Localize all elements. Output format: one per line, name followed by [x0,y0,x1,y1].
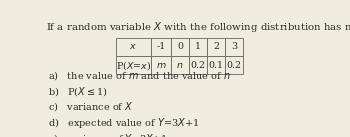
Text: If a random variable $X$ with the following distribution has mean value of 0.6, : If a random variable $X$ with the follow… [47,20,350,34]
Bar [189,56,206,74]
Bar [206,38,225,56]
Text: $x$: $x$ [129,42,137,51]
Bar [116,38,151,56]
Bar [225,38,243,56]
Bar [171,56,189,74]
Bar [151,56,171,74]
Text: b)   P($X$$\leq$1): b) P($X$$\leq$1) [48,85,107,98]
Text: $m$: $m$ [156,61,166,70]
Text: -1: -1 [156,42,166,51]
Text: 0.2: 0.2 [227,61,242,70]
Text: 2: 2 [213,42,219,51]
Text: $n$: $n$ [176,61,184,70]
Text: e)   variance of $Y$=3$X$+1: e) variance of $Y$=3$X$+1 [48,132,167,137]
Bar [151,38,171,56]
Bar [225,56,243,74]
Text: 1: 1 [195,42,201,51]
Text: 0.2: 0.2 [190,61,205,70]
Text: c)   variance of $X$: c) variance of $X$ [48,100,133,113]
Bar [171,38,189,56]
Text: 3: 3 [231,42,237,51]
Bar [206,56,225,74]
Bar [189,38,206,56]
Bar [116,56,151,74]
Text: 0.1: 0.1 [209,61,224,70]
Text: 0: 0 [177,42,183,51]
Text: P($X$=$x$): P($X$=$x$) [116,59,151,72]
Text: d)   expected value of $Y$=3$X$+1: d) expected value of $Y$=3$X$+1 [48,116,199,130]
Text: a)   the value of $m$ and the value of $n$: a) the value of $m$ and the value of $n$ [48,69,231,82]
